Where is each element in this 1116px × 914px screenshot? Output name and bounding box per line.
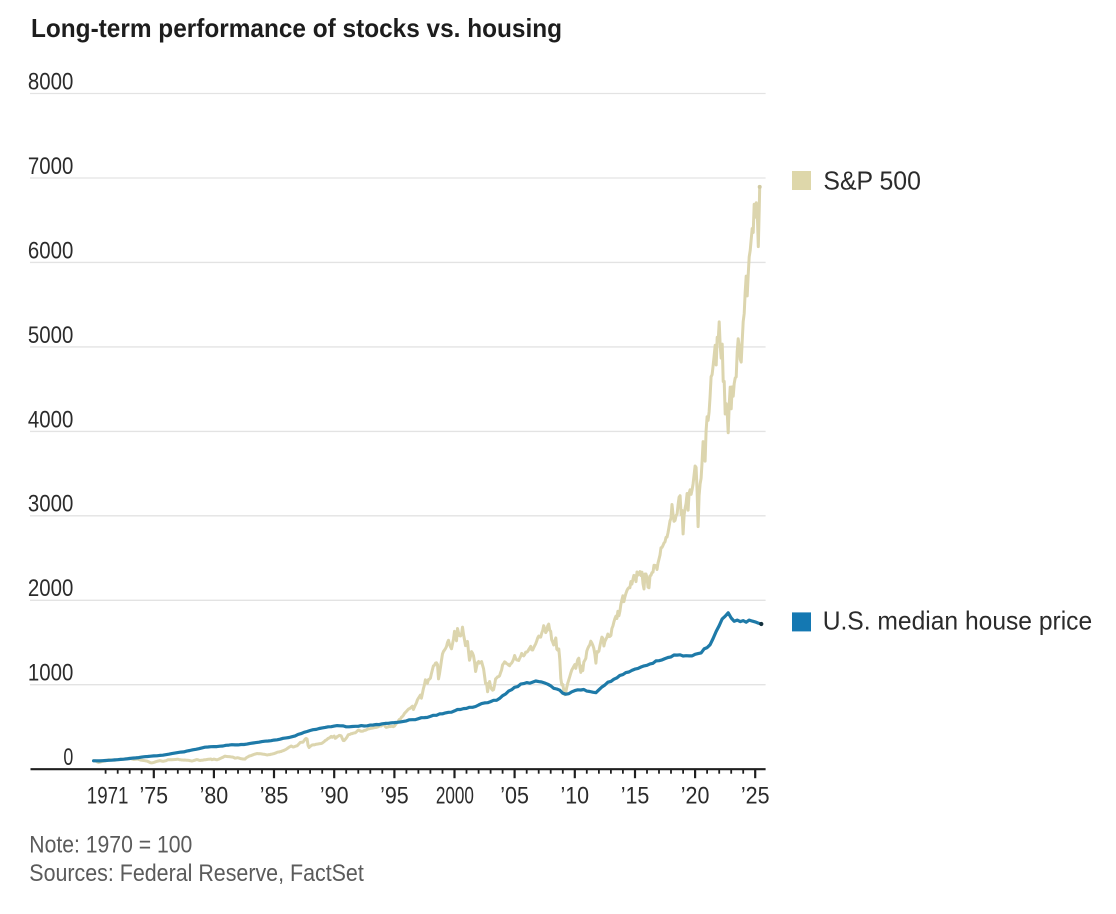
svg-text:2000: 2000 <box>28 575 73 602</box>
svg-text:Long-term performance of stock: Long-term performance of stocks vs. hous… <box>31 13 562 43</box>
svg-text:’10: ’10 <box>561 783 590 810</box>
svg-text:’15: ’15 <box>621 783 650 810</box>
svg-text:4000: 4000 <box>28 406 73 433</box>
svg-text:’05: ’05 <box>500 783 529 810</box>
svg-text:1971: 1971 <box>87 783 129 810</box>
svg-text:’20: ’20 <box>681 783 710 810</box>
svg-text:Sources: Federal Reserve, Fact: Sources: Federal Reserve, FactSet <box>29 860 364 887</box>
svg-text:0: 0 <box>63 744 73 771</box>
svg-text:’95: ’95 <box>380 783 409 810</box>
svg-text:’90: ’90 <box>320 783 349 810</box>
svg-text:2000: 2000 <box>436 783 474 810</box>
svg-text:7000: 7000 <box>28 153 73 180</box>
svg-text:’25: ’25 <box>741 783 770 810</box>
svg-text:6000: 6000 <box>28 237 73 264</box>
svg-text:’85: ’85 <box>260 783 289 810</box>
svg-text:’75: ’75 <box>140 783 169 810</box>
svg-text:8000: 8000 <box>28 68 73 95</box>
svg-text:U.S. median house price: U.S. median house price <box>823 606 1092 636</box>
svg-text:Note: 1970 = 100: Note: 1970 = 100 <box>29 832 192 859</box>
svg-text:3000: 3000 <box>28 491 73 518</box>
svg-text:’80: ’80 <box>200 783 229 810</box>
svg-text:5000: 5000 <box>28 322 73 349</box>
svg-text:1000: 1000 <box>28 660 73 687</box>
svg-text:S&P 500: S&P 500 <box>823 165 921 195</box>
